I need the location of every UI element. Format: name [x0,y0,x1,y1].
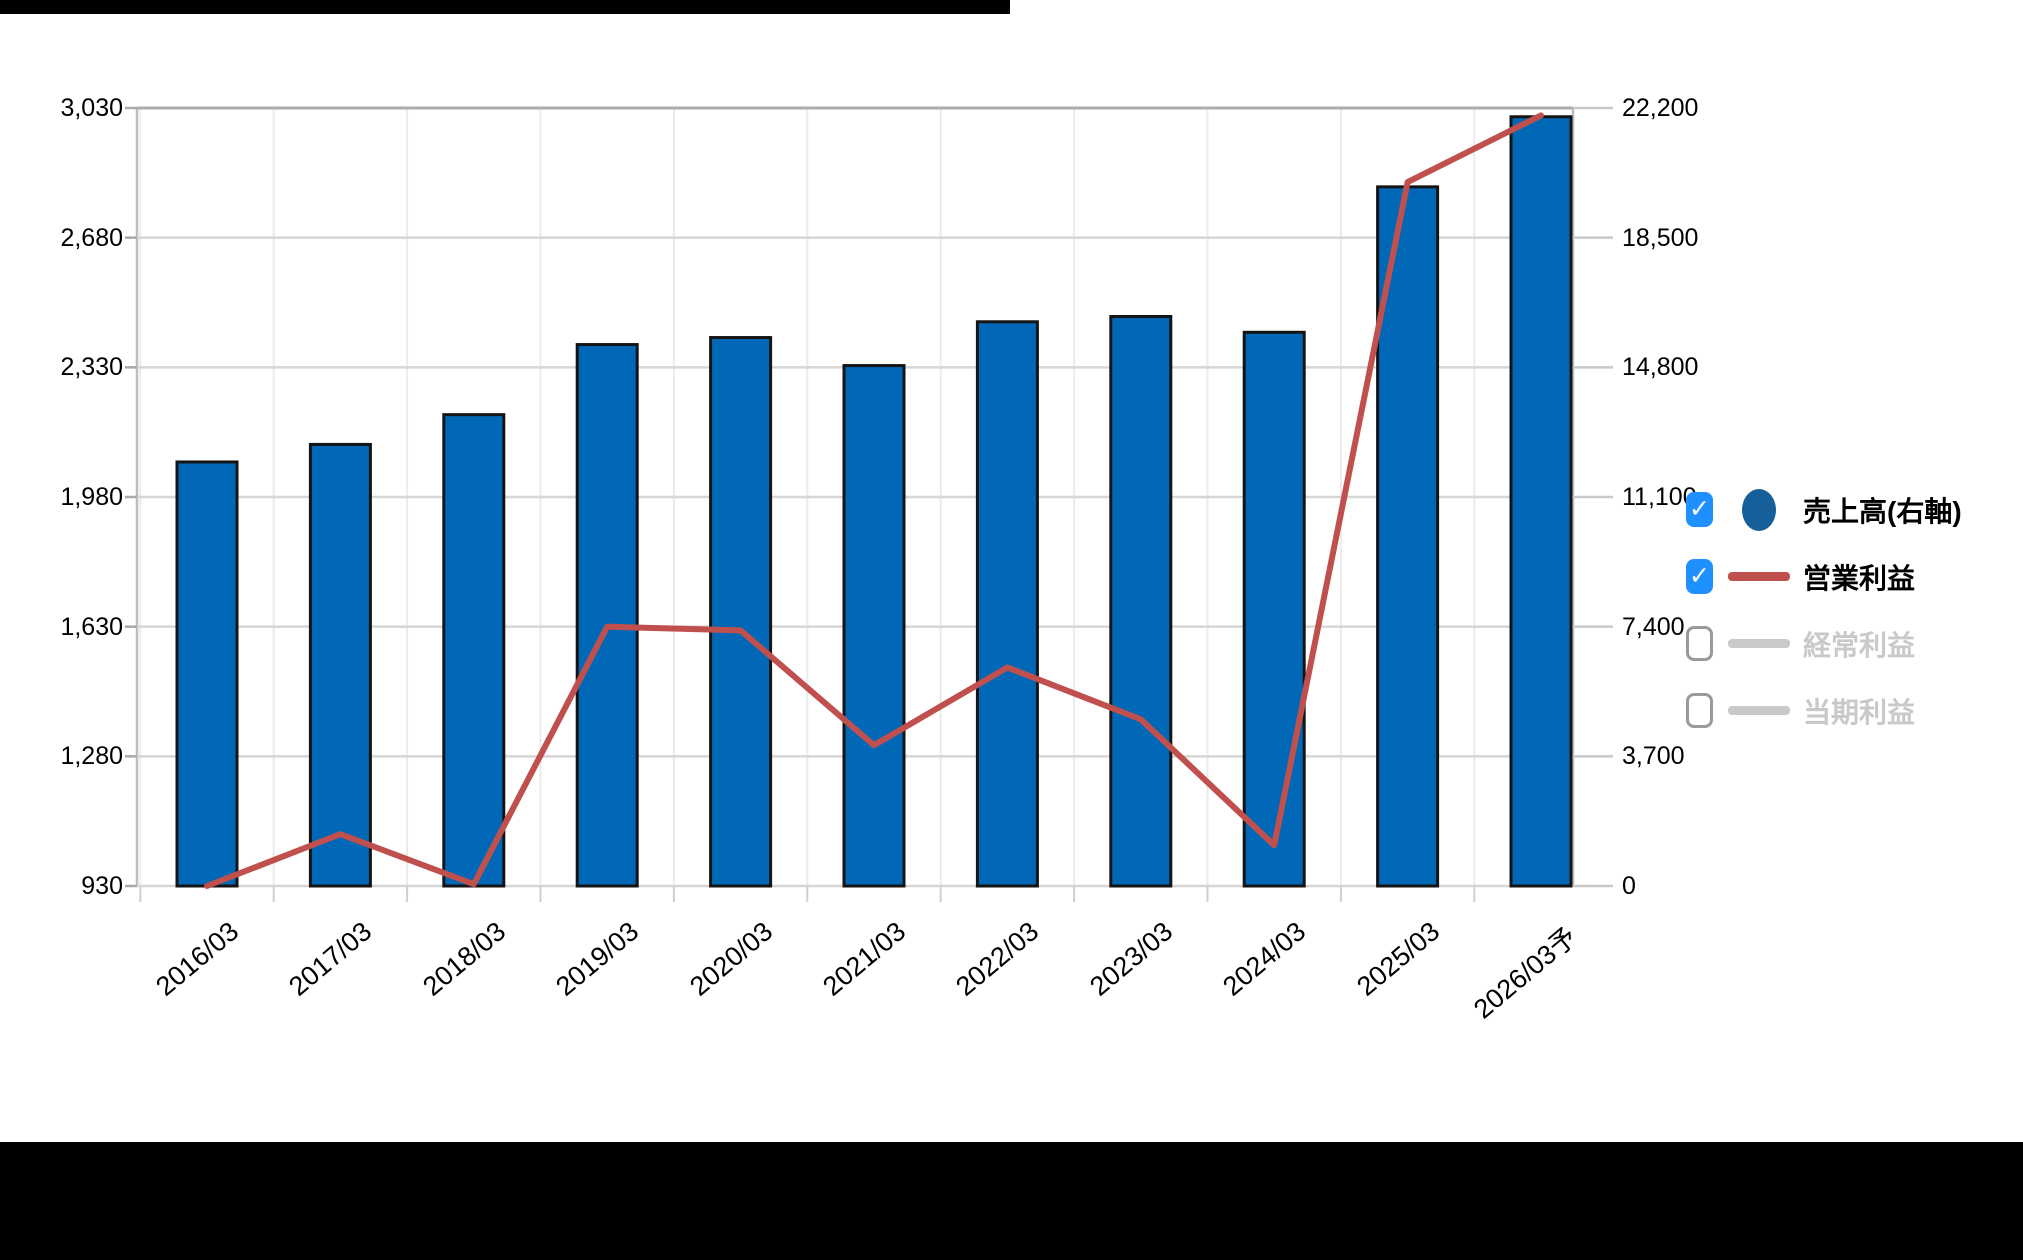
check-icon: ✓ [1689,495,1710,523]
legend-marker [1723,706,1795,715]
checkbox-checked[interactable]: ✓ [1686,492,1713,527]
right-axis-tick-label: 22,200 [1622,94,1699,122]
legend-item-4[interactable]: 当期利益 [1686,677,1962,744]
legend: ✓ 売上高(右軸) ✓ 営業利益経常利益当期利益 [1686,476,1962,744]
legend-label: 経常利益 [1803,629,1916,661]
line-marker-icon [1728,639,1790,648]
left-axis-tick-label: 2,330 [60,353,123,382]
left-axis-tick-label: 930 [81,872,123,900]
legend-marker [1723,639,1795,648]
footer-band: ※当社Webサイトの業績表示ツールをもとに、SBI証券が作成。 [0,1142,2023,1260]
revenue-bar [1109,315,1173,888]
left-axis-tick-label: 2,680 [60,223,123,252]
revenue-bar [842,364,906,888]
revenue-bar [175,460,239,888]
revenue-bar [1242,330,1306,888]
legend-item-2[interactable]: ✓ 営業利益 [1686,543,1962,610]
right-axis-tick-label: 18,500 [1622,223,1699,252]
legend-label: 当期利益 [1803,696,1916,728]
left-axis-tick-label: 1,630 [60,612,123,641]
revenue-bar [1509,115,1573,888]
checkbox-checked[interactable]: ✓ [1686,559,1713,594]
circle-marker-icon [1742,488,1776,531]
left-axis-tick-label: 3,030 [60,94,123,122]
legend-label: 売上高(右軸) [1803,495,1962,527]
checkbox-unchecked[interactable] [1686,626,1713,661]
revenue-bar [709,336,773,888]
right-axis-tick-label: 0 [1622,872,1636,900]
revenue-bar [1376,185,1440,888]
legend-label: 営業利益 [1803,562,1916,594]
legend-item-1[interactable]: ✓ 売上高(右軸) [1686,476,1962,543]
left-axis-tick-label: 1,980 [60,483,123,511]
revenue-bar [308,442,372,888]
revenue-bar [575,343,639,888]
revenue-bar [442,413,506,888]
check-icon: ✓ [1689,562,1710,590]
right-axis-tick-label: 3,700 [1622,742,1685,771]
line-marker-icon [1728,706,1790,715]
line-marker-icon [1728,572,1790,581]
right-axis-tick-label: 7,400 [1622,612,1685,641]
right-axis-tick-label: 11,100 [1622,483,1697,511]
legend-marker [1723,488,1795,531]
checkbox-unchecked[interactable] [1686,693,1713,728]
revenue-bar [975,320,1039,888]
right-axis-tick-label: 14,800 [1622,353,1699,382]
left-axis-tick-label: 1,280 [60,742,123,771]
operating-profit-line [204,112,1544,889]
legend-marker [1723,572,1795,581]
legend-item-3[interactable]: 経常利益 [1686,610,1962,677]
top-black-bar [0,0,1010,14]
